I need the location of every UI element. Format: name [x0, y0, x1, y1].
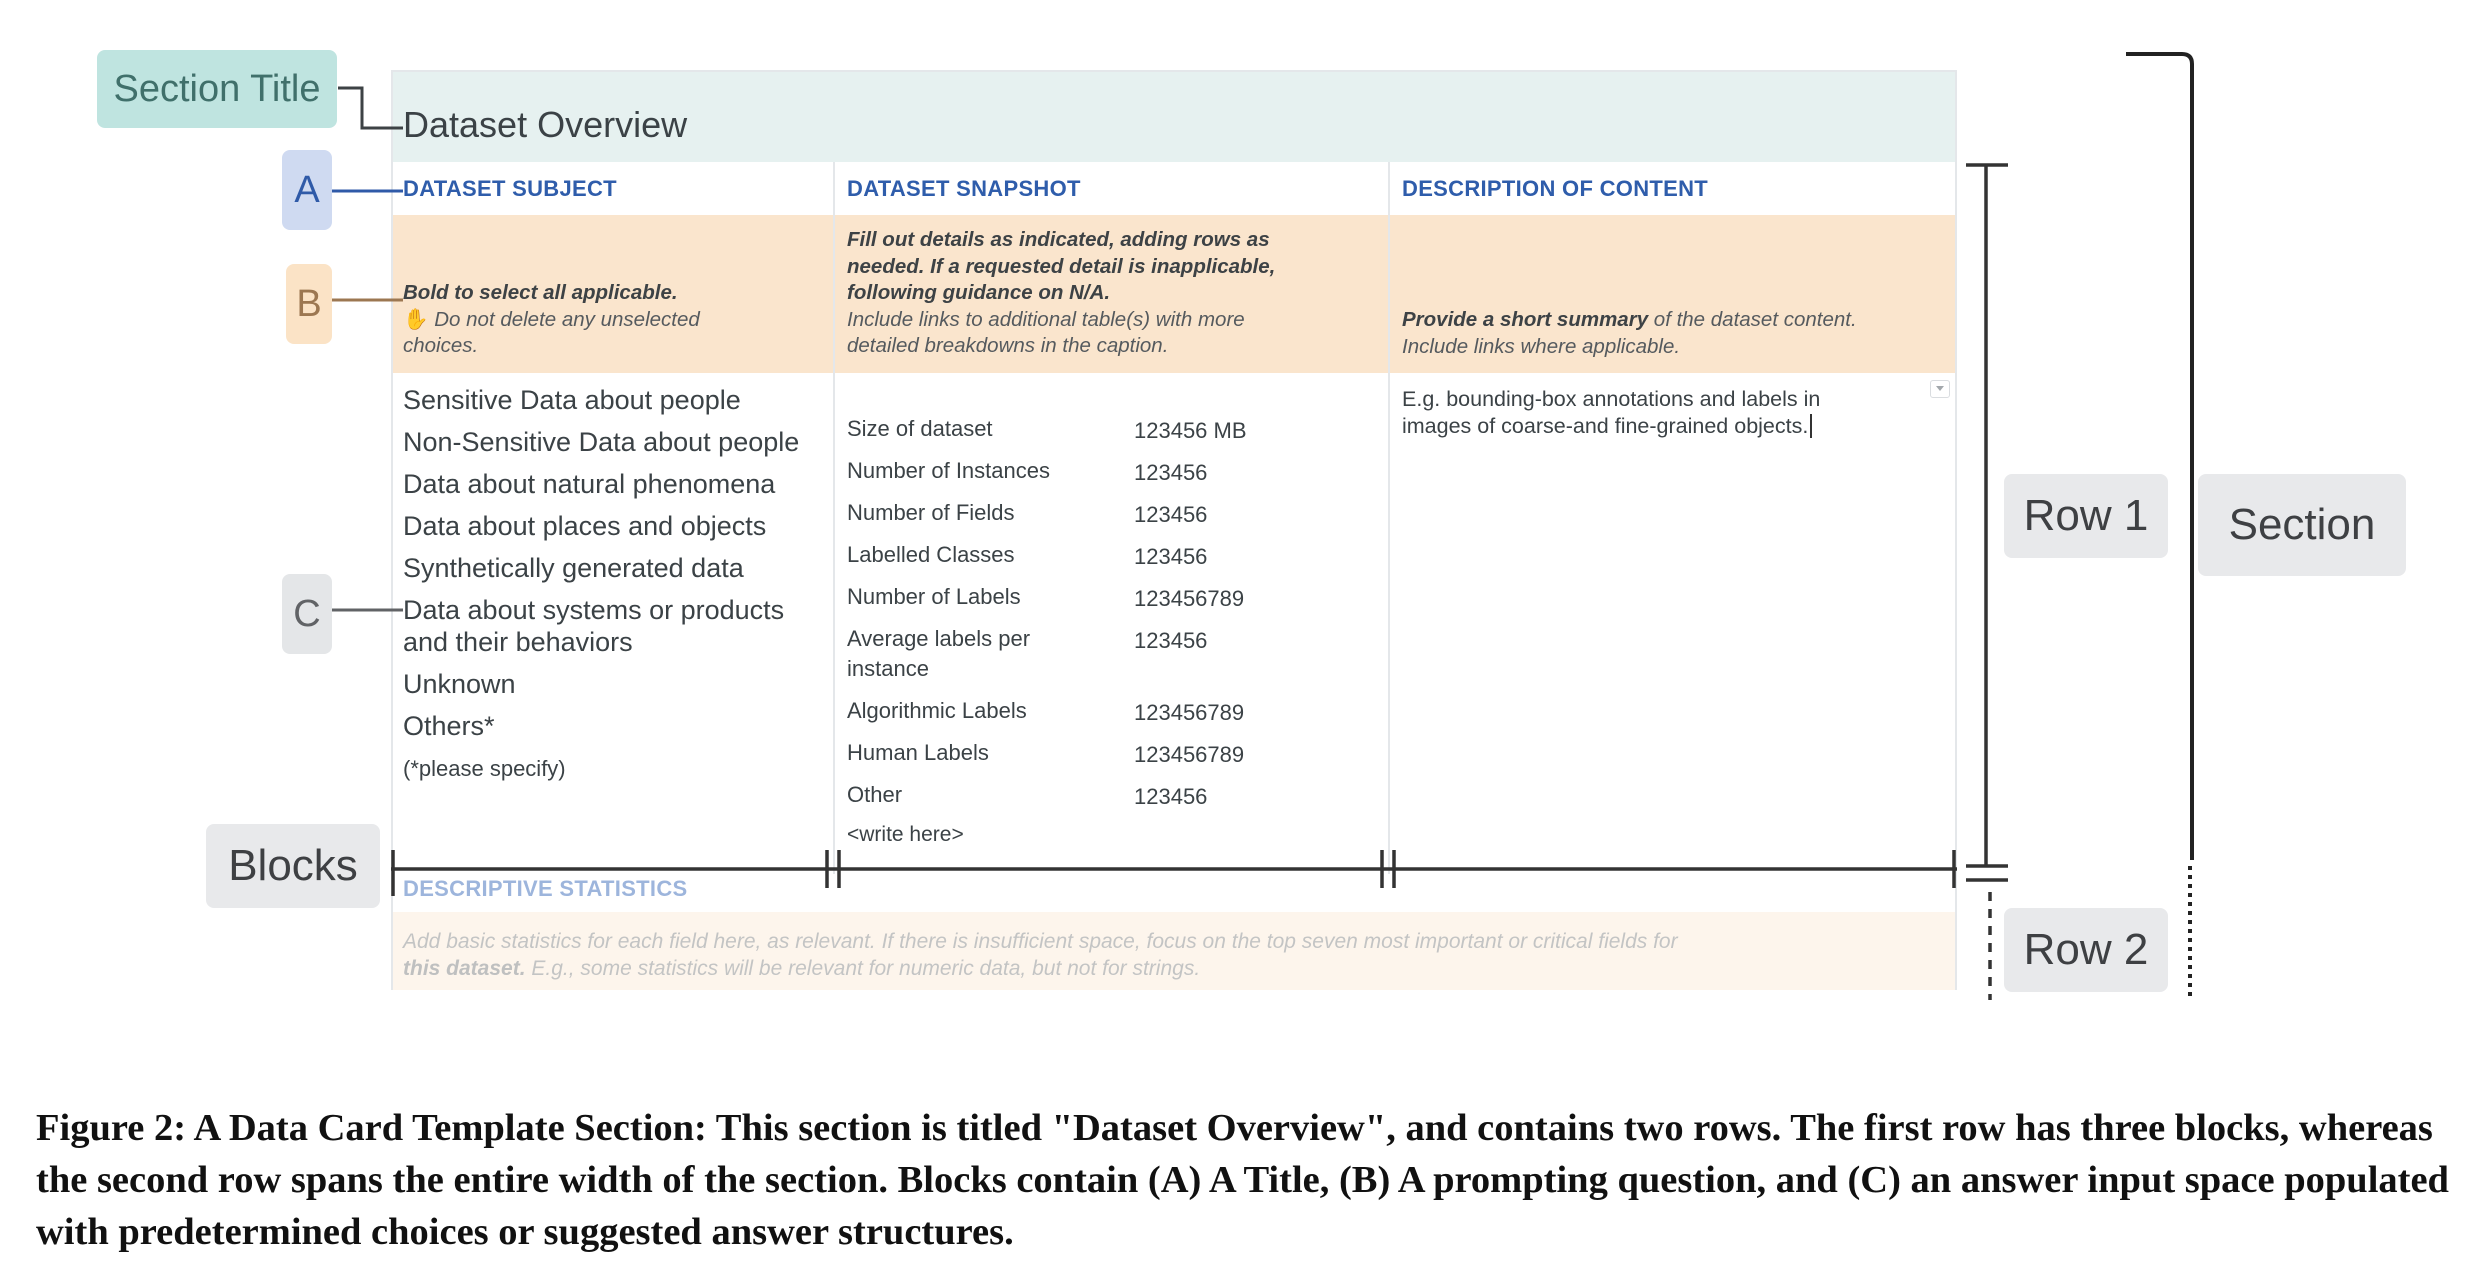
snapshot-value[interactable]: 123456 [1134, 502, 1208, 527]
snapshot-label: Other [847, 782, 903, 807]
prompt-band [393, 215, 1955, 373]
snapshot-value[interactable]: 123456789 [1134, 742, 1245, 767]
prompt-description: Provide a short summary of the dataset c… [1402, 308, 1857, 358]
row2-prompt-band [393, 912, 1955, 990]
snapshot-label: Algorithmic Labels [847, 698, 1027, 723]
snapshot-label: Number of Instances [847, 458, 1050, 483]
choice-others[interactable]: Others* [403, 711, 495, 741]
snapshot-value[interactable]: 123456 [1134, 460, 1208, 485]
snapshot-label: Average labels per [847, 626, 1031, 651]
block-title-descriptive-statistics: DESCRIPTIVE STATISTICS [403, 876, 688, 901]
snapshot-label: instance [847, 656, 929, 681]
section-title-band [393, 72, 1955, 162]
choice-unknown[interactable]: Unknown [403, 669, 516, 699]
section-bracket [2126, 52, 2194, 860]
snapshot-label: Number of Labels [847, 584, 1021, 609]
annotation-lines [332, 52, 2194, 1000]
hand-icon: ✋ [403, 307, 429, 331]
block-title-description-of-content: DESCRIPTION OF CONTENT [1402, 176, 1709, 201]
choice-systems-products-cont[interactable]: and their behaviors [403, 627, 633, 657]
snapshot-value[interactable]: 123456 [1134, 784, 1208, 809]
callout-a: A [282, 150, 332, 230]
figure-caption: Figure 2: A Data Card Template Section: … [36, 1107, 2449, 1253]
snapshot-value[interactable]: 123456 [1134, 544, 1208, 569]
snapshot-label: Human Labels [847, 740, 989, 765]
snapshot-value[interactable]: 123456789 [1134, 586, 1245, 611]
prompt-dataset-subject: Bold to select all applicable. ✋ Do not … [403, 281, 700, 357]
block-title-dataset-snapshot: DATASET SNAPSHOT [847, 176, 1081, 201]
description-input[interactable]: E.g. bounding-box annotations and labels… [1402, 387, 1821, 438]
choice-natural-phenomena[interactable]: Data about natural phenomena [403, 469, 776, 499]
choice-synthetic-data[interactable]: Synthetically generated data [403, 553, 744, 583]
choice-systems-products[interactable]: Data about systems or products [403, 595, 785, 625]
callout-c: C [282, 574, 332, 654]
choice-non-sensitive-data[interactable]: Non-Sensitive Data about people [403, 427, 800, 457]
column-divider [833, 162, 835, 874]
snapshot-write-here[interactable]: <write here> [847, 823, 964, 846]
choice-note: (*please specify) [403, 756, 566, 781]
column-divider [1388, 162, 1390, 874]
dropdown-icon[interactable] [1930, 380, 1950, 398]
choice-places-objects[interactable]: Data about places and objects [403, 511, 767, 541]
snapshot-value[interactable]: 123456 [1134, 628, 1208, 653]
snapshot-value[interactable]: 123456789 [1134, 700, 1245, 725]
callout-section-title: Section Title [97, 50, 337, 128]
snapshot-label: Labelled Classes [847, 542, 1015, 567]
callout-section: Section [2198, 474, 2406, 576]
prompt-dataset-snapshot: Fill out details as indicated, adding ro… [847, 228, 1276, 357]
snapshot-label: Number of Fields [847, 500, 1015, 525]
callout-row2: Row 2 [2004, 908, 2168, 992]
block-title-dataset-subject: DATASET SUBJECT [403, 176, 617, 201]
prompt-descriptive-statistics: Add basic statistics for each field here… [403, 930, 1678, 980]
snapshot-label: Size of dataset [847, 416, 993, 441]
callout-b: B [286, 264, 332, 344]
callout-blocks: Blocks [206, 824, 380, 908]
section-title: Dataset Overview [403, 104, 688, 145]
callout-row1: Row 1 [2004, 474, 2168, 558]
choice-sensitive-data[interactable]: Sensitive Data about people [403, 385, 741, 415]
snapshot-value[interactable]: 123456 MB [1134, 418, 1247, 443]
section-title-connector [338, 86, 403, 130]
